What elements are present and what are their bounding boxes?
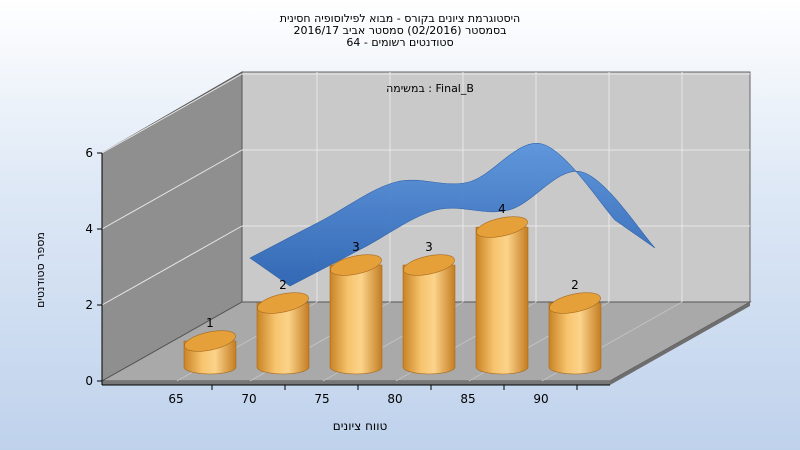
chart-annotation: במשימה : Final_B — [386, 82, 474, 95]
bar: 1 — [183, 316, 237, 375]
bar-body — [548, 302, 602, 375]
y-axis-label: מספר סטודנטים — [34, 232, 47, 308]
bar: 3 — [402, 240, 456, 375]
bar-body — [402, 264, 456, 375]
chart-title-line-2: בסמסטר (02/2016) סמסטר אביב 2016/17 — [293, 24, 507, 37]
bar-body — [475, 226, 529, 375]
bar-data-label: 1 — [206, 316, 214, 330]
bar-top — [184, 330, 236, 352]
x-tick-label: 85 — [460, 392, 475, 406]
bar: 2 — [548, 278, 602, 375]
y-tick-label: 2 — [85, 298, 93, 312]
bar: 2 — [256, 278, 310, 375]
bar-top — [257, 292, 309, 314]
chart-title-line-3: סטודנטים רשומים - 64 — [346, 36, 454, 49]
bar-data-label: 3 — [352, 240, 360, 254]
bar-top — [330, 254, 382, 276]
floor-edge-right — [610, 302, 750, 385]
x-tick-label: 75 — [314, 392, 329, 406]
chart-title-line-1: היסטוגרמת ציונים בקורס - מבוא לפילוסופיה… — [279, 12, 521, 25]
bar-body — [329, 264, 383, 375]
bar: 3 — [329, 240, 383, 375]
trend-ribbon — [249, 143, 656, 287]
floor-edge — [102, 381, 610, 385]
y-tick-label: 0 — [85, 374, 93, 388]
bar: 4 — [475, 202, 529, 375]
gridline-side — [101, 225, 243, 306]
x-tick-label: 70 — [241, 392, 256, 406]
y-tick-label: 6 — [85, 146, 93, 160]
bar-top — [549, 292, 601, 314]
bar-data-label: 2 — [279, 278, 287, 292]
gridline-side — [101, 73, 243, 154]
x-axis-label: טווח ציונים — [332, 419, 388, 433]
bar-body — [256, 302, 310, 375]
bar-data-label: 2 — [571, 278, 579, 292]
x-tick-label: 65 — [168, 392, 183, 406]
y-tick-label: 4 — [85, 222, 93, 236]
bar-data-label: 3 — [425, 240, 433, 254]
x-tick-label: 80 — [387, 392, 402, 406]
bar-top — [476, 216, 528, 238]
x-tick-label: 90 — [533, 392, 548, 406]
gridline-side — [101, 149, 243, 230]
bar-data-label: 4 — [498, 202, 506, 216]
bar-top — [403, 254, 455, 276]
